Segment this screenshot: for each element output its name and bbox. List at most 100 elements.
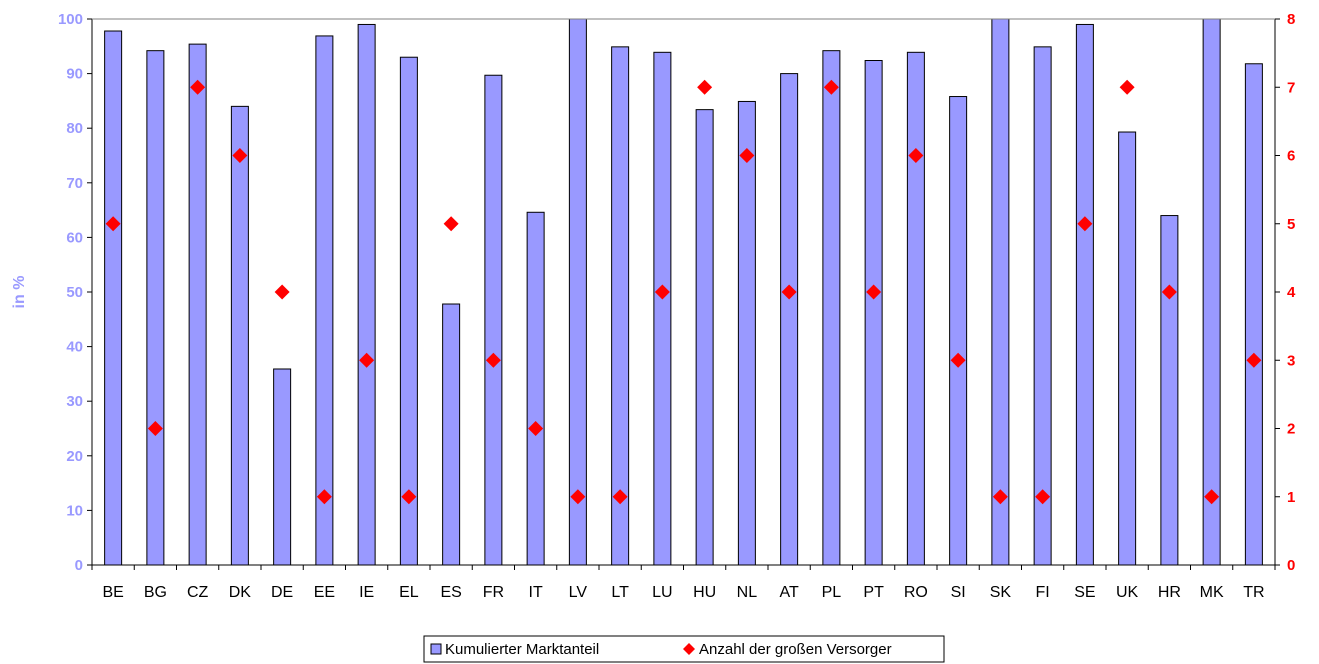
y2-tick-label-1: 1 <box>1287 489 1295 506</box>
x-tick-label-ro: RO <box>904 584 928 601</box>
marker-fr <box>485 352 501 368</box>
marker-de <box>274 284 290 300</box>
legend-label-bar: Kumulierter Marktanteil <box>445 641 599 658</box>
legend-label-marker: Anzahl der großen Versorger <box>699 641 892 658</box>
legend-swatch-bar <box>430 643 442 655</box>
y-tick-label-50: 50 <box>66 284 83 301</box>
bar-lt <box>611 46 630 566</box>
bar-ee <box>315 35 334 566</box>
y2-tick-label-3: 3 <box>1287 352 1295 369</box>
x-tick-label-se: SE <box>1074 584 1095 601</box>
marker-se <box>1077 216 1093 232</box>
x-tick-label-sk: SK <box>990 584 1012 601</box>
x-tick-label-hr: HR <box>1158 584 1181 601</box>
axes-group <box>87 18 1280 570</box>
bar-lu <box>653 51 672 566</box>
x-tick-label-es: ES <box>440 584 461 601</box>
bar-es <box>442 303 461 566</box>
bars-group <box>104 18 1263 566</box>
marker-bg <box>147 421 163 436</box>
marker-es <box>443 216 459 232</box>
x-tick-label-bg: BG <box>144 584 167 601</box>
x-tick-label-mk: MK <box>1200 584 1224 601</box>
marker-nl <box>739 148 755 163</box>
marker-fi <box>1035 489 1051 505</box>
bar-fi <box>1033 46 1052 566</box>
x-tick-label-ee: EE <box>314 584 335 601</box>
x-tick-label-be: BE <box>102 584 123 601</box>
bar-pt <box>864 60 883 566</box>
marker-hr <box>1161 284 1177 300</box>
x-tick-label-uk: UK <box>1116 584 1139 601</box>
marker-lv <box>570 489 586 505</box>
marker-ie <box>359 352 375 368</box>
x-tick-label-hu: HU <box>693 584 716 601</box>
marker-ee <box>316 489 332 505</box>
bar-tr <box>1244 63 1263 566</box>
y-tick-label-10: 10 <box>66 502 83 519</box>
x-tick-label-ie: IE <box>359 584 374 601</box>
bar-fr <box>484 74 503 566</box>
ticks-group: 0 10 20 30 40 50 60 70 80 90 100 0 1 2 3 4 5 6 7 8 BE BG CZ DK D… <box>58 11 1296 601</box>
y-tick-label-60: 60 <box>66 229 83 246</box>
marker-pt <box>866 284 882 300</box>
marker-tr <box>1246 352 1262 368</box>
x-tick-label-fi: FI <box>1036 584 1050 601</box>
bar-hu <box>695 109 714 566</box>
marker-pl <box>823 79 839 95</box>
x-tick-label-dk: DK <box>229 584 252 601</box>
bar-hr <box>1160 215 1179 566</box>
bar-be <box>104 30 123 566</box>
legend: Kumulierter Marktanteil Anzahl der große… <box>423 635 945 663</box>
marker-lu <box>654 284 670 300</box>
x-tick-label-cz: CZ <box>187 584 209 601</box>
bar-uk <box>1118 131 1137 566</box>
x-tick-label-si: SI <box>951 584 966 601</box>
x-tick-label-pl: PL <box>822 584 842 601</box>
y-tick-label-80: 80 <box>66 120 83 137</box>
y-tick-label-70: 70 <box>66 175 83 192</box>
y2-tick-label-0: 0 <box>1287 557 1295 574</box>
x-tick-label-fr: FR <box>483 584 504 601</box>
marker-lt <box>612 489 628 505</box>
marker-it <box>528 421 544 436</box>
bar-si <box>949 96 968 566</box>
y-tick-label-0: 0 <box>75 557 83 574</box>
y-tick-label-20: 20 <box>66 448 83 465</box>
bar-lv <box>568 18 587 566</box>
marker-be <box>105 216 121 232</box>
marker-dk <box>232 148 248 163</box>
y2-tick-label-4: 4 <box>1287 284 1296 301</box>
bar-sk <box>991 18 1010 566</box>
legend-swatch-marker <box>683 643 695 655</box>
x-tick-label-lv: LV <box>569 584 588 601</box>
bar-ro <box>906 51 925 566</box>
x-tick-label-nl: NL <box>737 584 758 601</box>
x-tick-label-el: EL <box>399 584 419 601</box>
bar-mk <box>1202 18 1221 566</box>
y-tick-label-90: 90 <box>66 66 83 83</box>
y2-tick-label-6: 6 <box>1287 148 1295 165</box>
bar-el <box>399 56 418 566</box>
x-tick-label-de: DE <box>271 584 293 601</box>
x-tick-label-lt: LT <box>611 584 629 601</box>
y2-tick-label-2: 2 <box>1287 421 1295 438</box>
marker-si <box>950 352 966 368</box>
marker-mk <box>1204 489 1220 505</box>
bar-pl <box>822 50 841 566</box>
x-tick-label-pt: PT <box>863 584 884 601</box>
marker-el <box>401 489 417 505</box>
marker-at <box>781 284 797 300</box>
bar-bg <box>146 50 165 566</box>
y2-tick-label-7: 7 <box>1287 79 1295 96</box>
y2-tick-label-5: 5 <box>1287 216 1295 233</box>
x-tick-label-tr: TR <box>1243 584 1264 601</box>
marker-hu <box>697 79 713 95</box>
bar-nl <box>737 100 756 566</box>
marker-sk <box>992 489 1008 505</box>
y-tick-label-100: 100 <box>58 11 83 28</box>
marker-uk <box>1119 79 1135 95</box>
x-tick-label-lu: LU <box>652 584 672 601</box>
